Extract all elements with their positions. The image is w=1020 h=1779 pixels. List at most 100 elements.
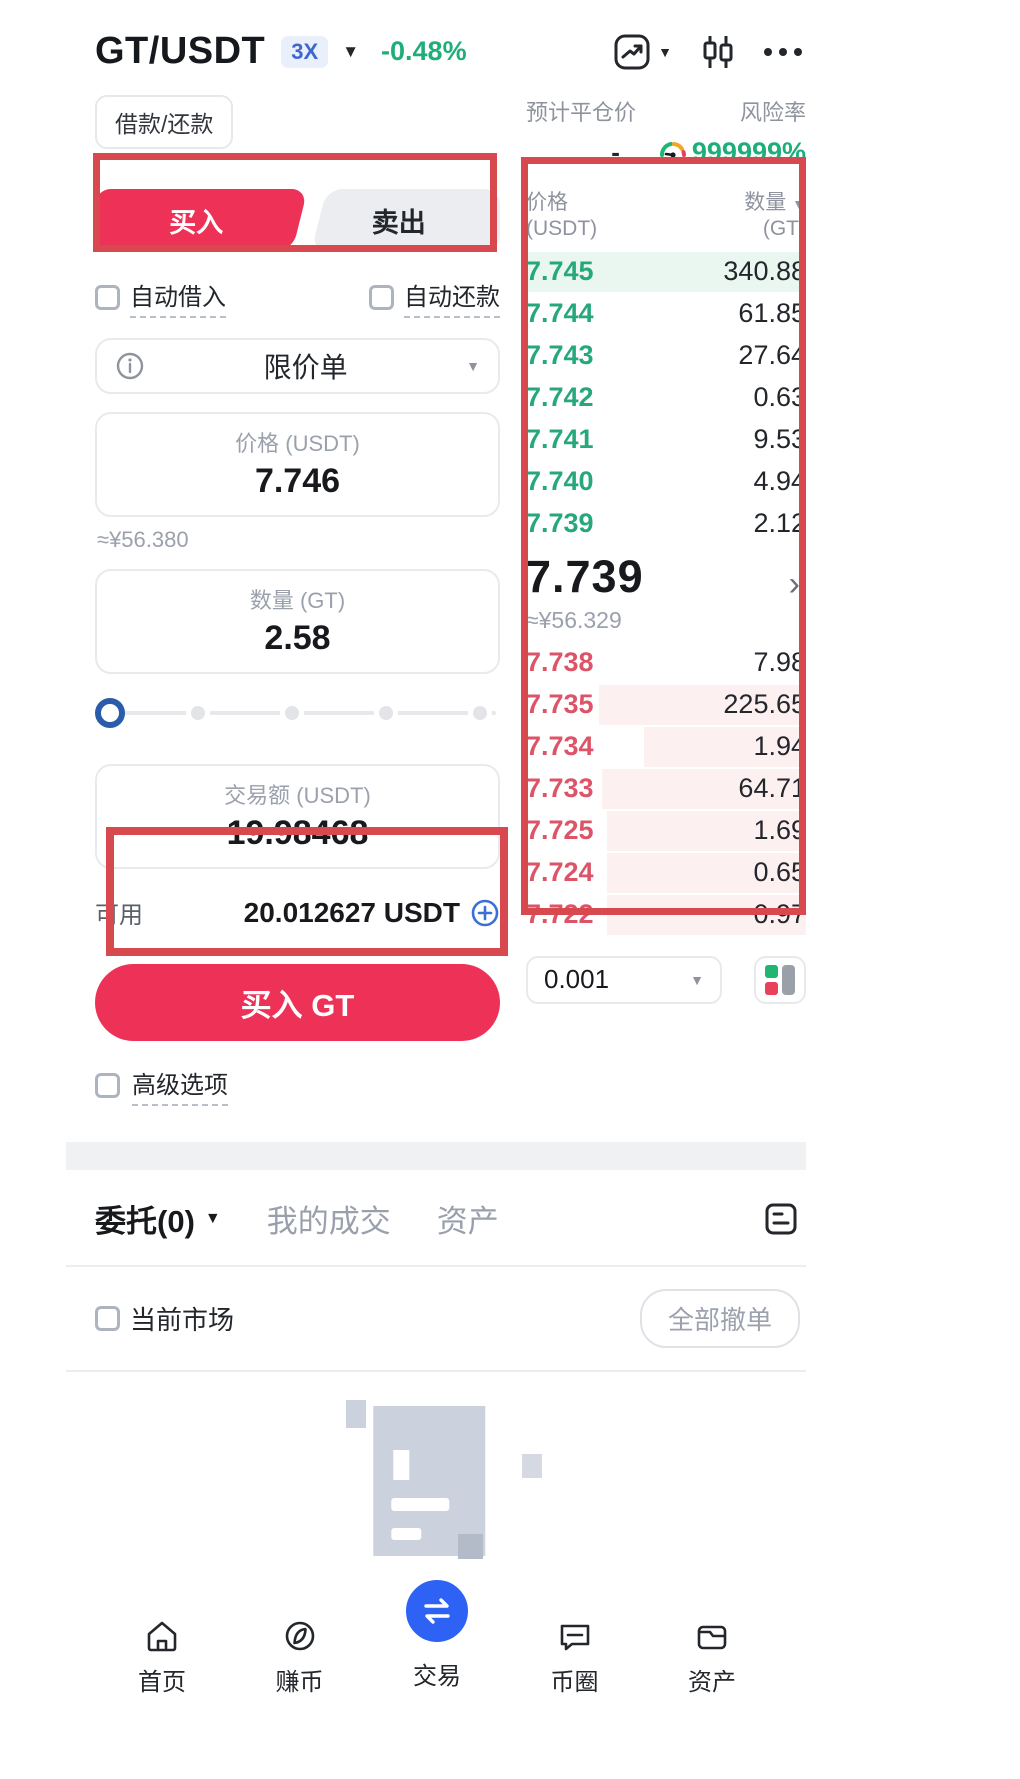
available-value: 20.012627 USDT bbox=[243, 896, 460, 928]
bid-row[interactable]: 7.724 0.65 bbox=[526, 852, 806, 894]
tab-assets[interactable]: 资产 bbox=[436, 1204, 499, 1239]
tick-size-select[interactable]: 0.001 ▼ bbox=[526, 955, 722, 1004]
tab-open-orders[interactable]: 委托(0) ▼ bbox=[95, 1204, 221, 1239]
orderbook-style-button[interactable] bbox=[754, 955, 806, 1004]
ask-row[interactable]: 7.743 27.64 bbox=[526, 340, 806, 370]
trade-circle-button[interactable] bbox=[398, 1572, 476, 1650]
order-history-button[interactable] bbox=[762, 1200, 800, 1238]
total-input[interactable]: 交易额 (USDT) 19.98468 bbox=[95, 764, 500, 869]
bid-row[interactable]: 7.738 7.98 bbox=[526, 647, 806, 677]
current-market-filter[interactable]: 当前市场 bbox=[95, 1300, 234, 1337]
orderbook-price-header: 价格 (USDT) bbox=[526, 191, 598, 241]
nav-earn[interactable]: 赚币 bbox=[252, 1618, 348, 1697]
total-label: 交易额 (USDT) bbox=[224, 783, 371, 808]
bid-row[interactable]: 7.733 64.71 bbox=[526, 768, 806, 810]
risk-gauge-icon bbox=[658, 139, 688, 167]
available-label: 可用 bbox=[95, 902, 143, 929]
price-fiat-equivalent: ≈¥56.380 bbox=[97, 527, 189, 552]
advanced-options-label: 高级选项 bbox=[132, 1065, 228, 1106]
slider-dot-100[interactable] bbox=[473, 706, 487, 720]
auto-borrow-option[interactable]: 自动借入 bbox=[95, 277, 226, 318]
tab-sell[interactable]: 卖出 bbox=[371, 207, 426, 238]
more-button[interactable] bbox=[762, 46, 804, 58]
amount-input[interactable]: 数量 (GT) 2.58 bbox=[95, 569, 500, 674]
buy-sell-tabs: 买入 卖出 bbox=[95, 189, 500, 251]
auto-repay-label: 自动还款 bbox=[404, 277, 500, 318]
asks-list: 7.745 340.88 7.744 61.85 7.743 27.64 7.742 0… bbox=[526, 251, 806, 545]
trade-form: 借款/还款 买入 卖出 自动借入 自动还款 bbox=[95, 95, 500, 1106]
current-market-checkbox[interactable] bbox=[95, 1306, 120, 1331]
ask-row[interactable]: 7.740 4.94 bbox=[526, 466, 806, 496]
nav-home[interactable]: 首页 bbox=[114, 1618, 210, 1697]
advanced-options-checkbox[interactable] bbox=[95, 1073, 120, 1098]
risk-rate-label: 风险率 bbox=[739, 100, 806, 125]
auto-borrow-checkbox[interactable] bbox=[95, 285, 120, 310]
orderbook-panel: 预计平仓价 风险率 - bbox=[526, 95, 806, 1106]
depth-style-icon bbox=[765, 964, 778, 995]
slider-dot-50[interactable] bbox=[285, 706, 299, 720]
chart-icon bbox=[612, 32, 652, 72]
divider bbox=[66, 1265, 806, 1267]
slider-track[interactable] bbox=[107, 711, 496, 715]
nav-trade[interactable]: 交易 bbox=[389, 1572, 485, 1697]
orderbook-amount-header[interactable]: 数量 ▼ (GT) bbox=[744, 191, 806, 241]
price-value: 7.746 bbox=[254, 462, 341, 500]
buy-submit-button[interactable]: 买入 GT bbox=[95, 964, 500, 1041]
pair-title: GT/USDT bbox=[95, 30, 266, 72]
info-icon[interactable] bbox=[115, 351, 145, 381]
ask-row[interactable]: 7.741 9.53 bbox=[526, 424, 806, 454]
total-value: 19.98468 bbox=[226, 814, 369, 852]
bid-row[interactable]: 7.734 1.94 bbox=[526, 726, 806, 768]
divider bbox=[66, 1370, 806, 1372]
ellipsis-icon bbox=[762, 46, 804, 58]
price-input[interactable]: 价格 (USDT) 7.746 bbox=[95, 412, 500, 517]
chart-button[interactable]: ▼ bbox=[612, 32, 672, 72]
sort-caret-icon: ▼ bbox=[792, 196, 806, 212]
ask-row[interactable]: 7.744 61.85 bbox=[526, 298, 806, 328]
nav-home-label: 首页 bbox=[138, 1669, 186, 1696]
bid-row[interactable]: 7.722 0.97 bbox=[526, 894, 806, 936]
tick-size-value: 0.001 bbox=[544, 964, 610, 994]
advanced-options[interactable]: 高级选项 bbox=[95, 1065, 500, 1106]
nav-community-label: 币圈 bbox=[550, 1669, 599, 1696]
candlestick-icon bbox=[698, 32, 736, 72]
auto-borrow-label: 自动借入 bbox=[130, 277, 226, 318]
ask-row[interactable]: 7.745 340.88 bbox=[526, 251, 806, 293]
home-icon bbox=[144, 1618, 180, 1654]
nav-community[interactable]: 币圈 bbox=[527, 1618, 623, 1697]
last-price-block[interactable]: 7.739 › ≈¥56.329 bbox=[526, 551, 806, 634]
nav-trade-label: 交易 bbox=[413, 1663, 461, 1690]
document-illustration bbox=[373, 1406, 486, 1556]
auto-repay-checkbox[interactable] bbox=[369, 285, 394, 310]
tab-my-trades[interactable]: 我的成交 bbox=[266, 1204, 391, 1239]
price-change-percent: -0.48% bbox=[381, 36, 467, 66]
bid-row[interactable]: 7.735 225.65 bbox=[526, 684, 806, 726]
bids-list: 7.738 7.98 7.735 225.65 7.734 1.94 7.733 64.… bbox=[526, 642, 806, 936]
ask-row[interactable]: 7.742 0.63 bbox=[526, 382, 806, 412]
price-label: 价格 (USDT) bbox=[235, 431, 360, 456]
empty-orders-illustration bbox=[66, 1400, 806, 1606]
deposit-plus-icon[interactable] bbox=[470, 898, 500, 928]
bottom-navigation: 首页 赚币 bbox=[66, 1572, 806, 1697]
borrow-repay-button[interactable]: 借款/还款 bbox=[95, 95, 234, 149]
slider-dot-75[interactable] bbox=[379, 706, 393, 720]
amount-slider[interactable] bbox=[95, 698, 500, 728]
nav-assets-label: 资产 bbox=[688, 1669, 736, 1696]
ask-row[interactable]: 7.739 2.12 bbox=[526, 508, 806, 538]
wallet-icon bbox=[694, 1618, 730, 1654]
cancel-all-button[interactable]: 全部撤单 bbox=[639, 1289, 800, 1348]
orders-caret-icon: ▼ bbox=[204, 1209, 221, 1227]
order-type-select[interactable]: 限价单 ▼ bbox=[95, 338, 500, 394]
chat-bubble-icon bbox=[557, 1618, 593, 1654]
bid-row[interactable]: 7.725 1.69 bbox=[526, 810, 806, 852]
slider-handle[interactable] bbox=[95, 698, 125, 728]
tab-buy[interactable]: 买入 bbox=[169, 207, 224, 238]
pair-dropdown-caret-icon[interactable]: ▼ bbox=[342, 41, 360, 61]
nav-assets[interactable]: 资产 bbox=[664, 1618, 760, 1697]
slider-dot-25[interactable] bbox=[191, 706, 205, 720]
kline-settings-button[interactable] bbox=[698, 32, 736, 72]
auto-repay-option[interactable]: 自动还款 bbox=[369, 277, 500, 318]
leverage-badge[interactable]: 3X bbox=[281, 35, 329, 68]
amount-value: 2.58 bbox=[264, 619, 331, 657]
